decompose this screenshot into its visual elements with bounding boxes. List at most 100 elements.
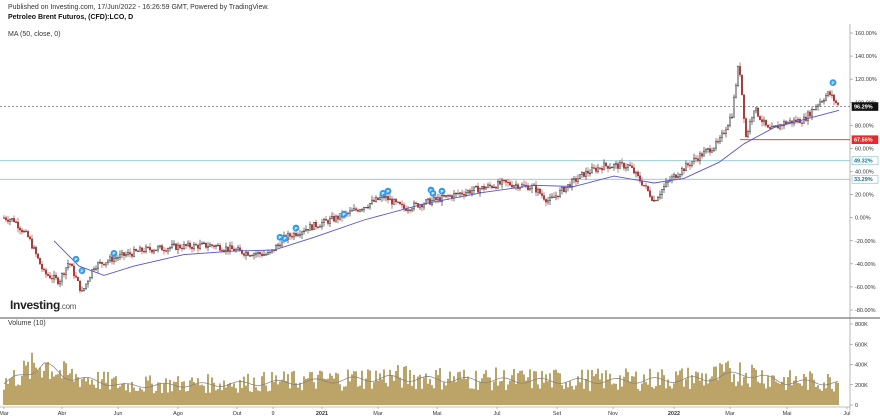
volume-bar bbox=[735, 386, 737, 405]
volume-bar bbox=[605, 370, 607, 405]
candle-body bbox=[821, 101, 824, 103]
candle-body bbox=[513, 185, 516, 188]
p-event-marker-label: P bbox=[112, 251, 115, 256]
volume-bar bbox=[177, 376, 179, 405]
volume-bar bbox=[283, 371, 285, 405]
volume-bar bbox=[421, 388, 423, 405]
candle-body bbox=[699, 153, 702, 161]
candle-body bbox=[693, 157, 696, 162]
time-axis-label: Ago bbox=[173, 411, 183, 417]
candle-body bbox=[543, 195, 546, 200]
candle-body bbox=[593, 167, 596, 169]
volume-bar bbox=[723, 371, 725, 405]
candle-body bbox=[443, 195, 446, 197]
candle-body bbox=[435, 197, 438, 200]
volume-bar bbox=[787, 377, 789, 405]
candle-body bbox=[615, 163, 618, 165]
volume-bar bbox=[641, 383, 643, 405]
volume-bar bbox=[741, 385, 743, 405]
candle-body bbox=[353, 208, 356, 211]
p-event-marker-label: P bbox=[342, 212, 345, 217]
candle-body bbox=[144, 246, 147, 253]
candle-body bbox=[45, 269, 48, 275]
candle-body bbox=[359, 209, 362, 212]
volume-bar bbox=[331, 375, 333, 405]
candle-body bbox=[41, 263, 44, 270]
candle-body bbox=[327, 220, 330, 224]
volume-bar bbox=[761, 370, 763, 405]
volume-bar bbox=[527, 377, 529, 405]
candle-body bbox=[725, 129, 728, 134]
volume-bar bbox=[199, 385, 201, 405]
volume-bar bbox=[661, 369, 663, 405]
volume-bar bbox=[791, 385, 793, 405]
candle-body bbox=[743, 94, 746, 119]
candle-body bbox=[715, 141, 718, 149]
volume-bar bbox=[565, 381, 567, 405]
candle-body bbox=[411, 208, 414, 211]
candle-body bbox=[190, 247, 193, 249]
volume-bar bbox=[7, 383, 9, 405]
candle-body bbox=[591, 167, 594, 174]
candle-body bbox=[220, 250, 223, 252]
candle-body bbox=[275, 245, 278, 251]
level-price-tag bbox=[851, 156, 879, 166]
candle-body bbox=[291, 236, 294, 238]
candle-body bbox=[439, 197, 442, 202]
candle-body bbox=[162, 249, 165, 252]
volume-bar bbox=[699, 380, 701, 405]
level-price-label: 49.32% bbox=[854, 159, 873, 165]
volume-bar bbox=[675, 371, 677, 405]
volume-bar bbox=[737, 381, 739, 405]
volume-bar bbox=[3, 389, 5, 405]
volume-bar bbox=[85, 381, 87, 405]
candle-body bbox=[122, 252, 125, 256]
candle-body bbox=[31, 238, 34, 249]
volume-bar bbox=[541, 370, 543, 405]
volume-bar bbox=[379, 373, 381, 405]
price-axis-label: 120.00% bbox=[855, 77, 877, 83]
volume-bar bbox=[821, 390, 823, 405]
volume-bar bbox=[373, 382, 375, 405]
volume-bar bbox=[495, 367, 497, 405]
volume-indicator-label[interactable]: Volume (10) bbox=[8, 320, 46, 327]
time-axis-label: Mai bbox=[433, 411, 442, 417]
candle-body bbox=[763, 119, 766, 123]
volume-bar bbox=[655, 385, 657, 405]
candle-body bbox=[96, 262, 99, 269]
time-axis-label: Mar bbox=[725, 411, 735, 417]
volume-bar bbox=[497, 385, 499, 405]
candle-body bbox=[717, 141, 720, 143]
ma-indicator-label[interactable]: MA (50, close, 0) bbox=[8, 31, 61, 38]
volume-bar bbox=[833, 391, 835, 405]
volume-bar bbox=[141, 389, 143, 405]
volume-bar bbox=[119, 386, 121, 405]
candle-body bbox=[433, 197, 436, 201]
candle-body bbox=[51, 277, 54, 280]
volume-bar bbox=[215, 390, 217, 405]
candle-body bbox=[817, 104, 820, 107]
volume-bar bbox=[181, 381, 183, 405]
volume-bar bbox=[443, 382, 445, 405]
volume-bar bbox=[23, 360, 25, 405]
candle-body bbox=[665, 182, 668, 187]
candle-body bbox=[49, 275, 52, 279]
volume-bar bbox=[501, 380, 503, 405]
volume-bar bbox=[301, 390, 303, 405]
volume-bar bbox=[407, 383, 409, 405]
volume-bar bbox=[731, 382, 733, 405]
candle-body bbox=[61, 273, 64, 282]
candle-body bbox=[331, 216, 334, 219]
candle-body bbox=[703, 150, 706, 157]
candle-body bbox=[473, 186, 476, 191]
volume-bar bbox=[463, 369, 465, 405]
candle-body bbox=[86, 281, 89, 285]
volume-bar bbox=[349, 381, 351, 405]
volume-bar bbox=[683, 386, 685, 405]
volume-bar bbox=[399, 377, 401, 405]
volume-bar bbox=[513, 368, 515, 405]
price-axis-label: 140.00% bbox=[855, 54, 877, 60]
volume-bar bbox=[91, 379, 93, 405]
volume-bar bbox=[15, 385, 17, 405]
